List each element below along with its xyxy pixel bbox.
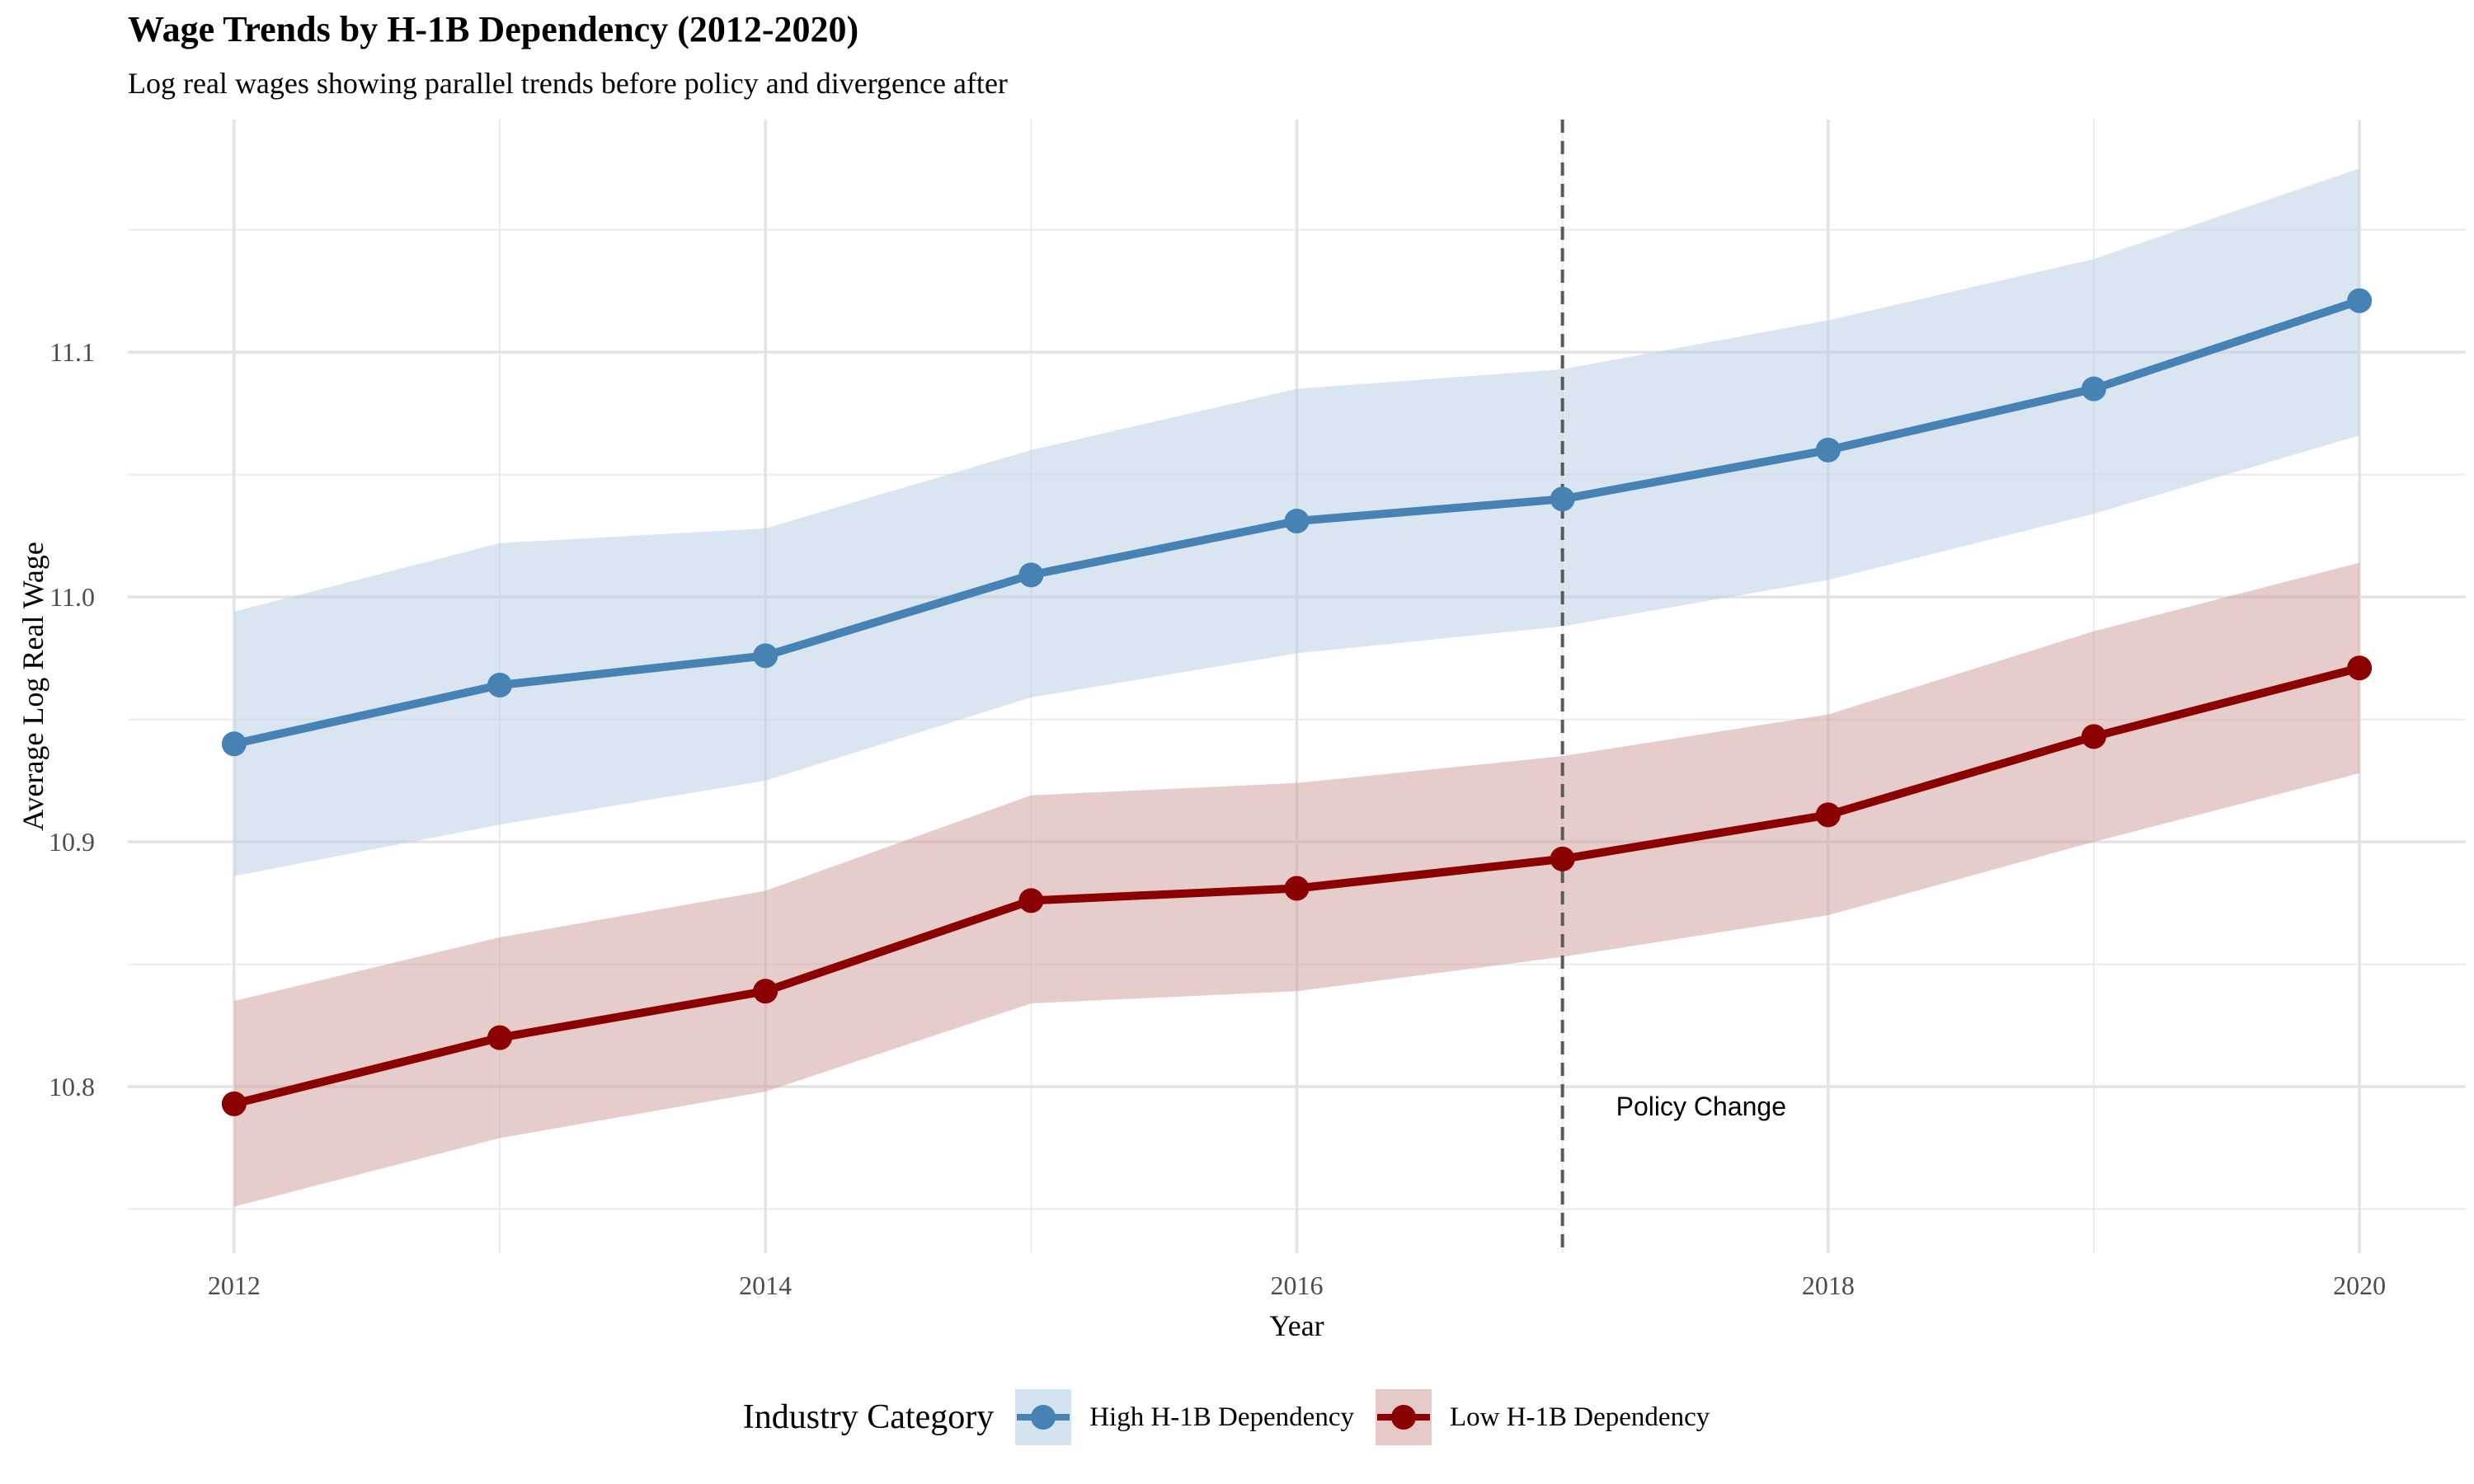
y-tick-label: 11.1: [49, 337, 95, 367]
legend-item-high: High H-1B Dependency: [1015, 1389, 1354, 1445]
data-point-high-2017: [1550, 486, 1575, 512]
series-points: [221, 288, 2373, 1116]
x-tick-label: 2014: [739, 1270, 792, 1300]
x-tick-label: 2016: [1271, 1270, 1324, 1300]
data-point-low-2017: [1550, 846, 1575, 871]
data-point-high-2016: [1284, 509, 1310, 534]
data-point-high-2018: [1815, 437, 1841, 463]
data-point-high-2012: [221, 731, 247, 757]
data-point-low-2018: [1815, 802, 1841, 828]
chart-title: Wage Trends by H-1B Dependency (2012-202…: [128, 9, 859, 49]
data-point-high-2015: [1018, 562, 1044, 588]
legend-label-high: High H-1B Dependency: [1089, 1402, 1354, 1432]
data-point-low-2016: [1284, 876, 1310, 901]
data-point-high-2014: [753, 643, 778, 669]
x-tick-label: 2018: [1802, 1270, 1855, 1300]
y-tick-label: 10.9: [49, 827, 95, 857]
legend-item-low: Low H-1B Dependency: [1375, 1389, 1710, 1445]
tick-labels: 10.8 10.9 11.0 11.1 2012 2014 2016 2018 2020: [49, 337, 2386, 1300]
data-point-low-2012: [221, 1091, 247, 1116]
policy-change-label: Policy Change: [1616, 1092, 1786, 1121]
x-axis-title: Year: [1269, 1309, 1324, 1342]
plot-area: 10.8 10.9 11.0 11.1 2012 2014 2016 2018 2020 Pol…: [16, 120, 2466, 1342]
legend-key-high: [1015, 1389, 1072, 1445]
data-point-low-2019: [2081, 724, 2106, 749]
legend-key-low: [1375, 1389, 1432, 1445]
x-tick-label: 2012: [208, 1270, 261, 1300]
legend-title: Industry Category: [742, 1398, 995, 1436]
chart-subtitle: Log real wages showing parallel trends b…: [128, 67, 1008, 100]
legend: Industry Category High H-1B Dependency L…: [0, 1389, 2474, 1445]
data-point-low-2015: [1018, 888, 1044, 913]
data-point-low-2014: [753, 979, 778, 1004]
data-point-high-2013: [487, 673, 513, 698]
data-point-low-2013: [487, 1025, 513, 1050]
legend-label-low: Low H-1B Dependency: [1449, 1402, 1710, 1432]
y-axis-title: Average Log Real Wage: [16, 542, 49, 831]
data-point-low-2020: [2347, 655, 2373, 681]
data-point-high-2020: [2347, 288, 2373, 313]
x-tick-label: 2020: [2333, 1270, 2386, 1300]
data-point-high-2019: [2081, 376, 2106, 402]
y-tick-label: 10.8: [49, 1072, 95, 1101]
y-tick-label: 11.0: [49, 582, 95, 612]
